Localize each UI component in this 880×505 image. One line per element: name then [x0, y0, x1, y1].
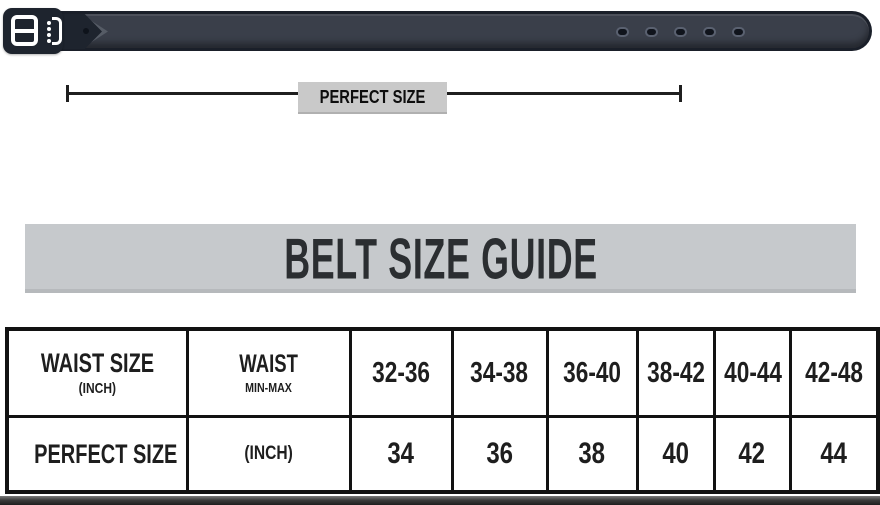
belt-hole-icon	[732, 27, 745, 37]
bottom-edge-shadow	[0, 496, 880, 505]
perfect-size-label: PERFECT SIZE	[298, 82, 447, 114]
keeper-dot-icon	[47, 27, 51, 31]
belt-tip-hole-icon	[83, 28, 89, 34]
measurement-tick-right	[679, 85, 682, 102]
minmax-label: MIN-MAX	[245, 379, 292, 395]
keeper-dot-icon	[47, 21, 51, 25]
perfect-size-cell: 40	[635, 415, 716, 494]
perfect-size-cell: 34	[348, 415, 454, 494]
inch-unit-label: (INCH)	[244, 443, 293, 464]
buckle-prong	[13, 29, 36, 33]
waist-range-cell: 32-36	[348, 327, 454, 418]
keeper-dot-icon	[47, 33, 51, 37]
perfect-size-row-label: PERFECT SIZE	[34, 438, 178, 469]
waist-range-cell: 42-48	[788, 327, 880, 418]
waist-range-cell: 34-38	[450, 327, 549, 418]
belt-illustration	[0, 0, 880, 70]
table-row-waist-size: WAIST SIZE (INCH) WAIST MIN-MAX 32-36 34…	[5, 327, 880, 418]
belt-strap	[40, 11, 872, 51]
cell-perfect-size-header: PERFECT SIZE	[5, 415, 189, 494]
size-table: WAIST SIZE (INCH) WAIST MIN-MAX 32-36 34…	[5, 327, 880, 494]
waist-range-cell: 38-42	[635, 327, 716, 418]
belt-keeper	[52, 17, 62, 45]
keeper-dot-icon	[47, 39, 51, 43]
table-row-perfect-size: PERFECT SIZE (INCH) 34 36 38 40 42 44	[5, 415, 880, 494]
cell-inch-unit: (INCH)	[185, 415, 352, 494]
belt-hole-icon	[645, 27, 658, 37]
belt-hole-icon	[674, 27, 687, 37]
measurement-tick-left	[66, 85, 69, 102]
perfect-size-cell: 42	[712, 415, 792, 494]
waist-label: WAIST	[239, 349, 298, 378]
waist-size-unit: (INCH)	[78, 380, 116, 397]
perfect-size-label-text: PERFECT SIZE	[319, 86, 426, 107]
waist-range-cell: 40-44	[712, 327, 792, 418]
perfect-size-cell: 44	[788, 415, 880, 494]
waist-size-label: WAIST SIZE	[40, 348, 154, 378]
waist-range-cell: 36-40	[545, 327, 639, 418]
page-title: BELT SIZE GUIDE	[283, 226, 598, 291]
perfect-size-cell: 36	[450, 415, 549, 494]
cell-waist-size-header: WAIST SIZE (INCH)	[5, 327, 189, 418]
belt-hole-icon	[703, 27, 716, 37]
belt-hole-icon	[616, 27, 629, 37]
perfect-size-cell: 38	[545, 415, 639, 494]
cell-waist-minmax-header: WAIST MIN-MAX	[185, 327, 352, 418]
title-banner: BELT SIZE GUIDE	[25, 224, 856, 293]
